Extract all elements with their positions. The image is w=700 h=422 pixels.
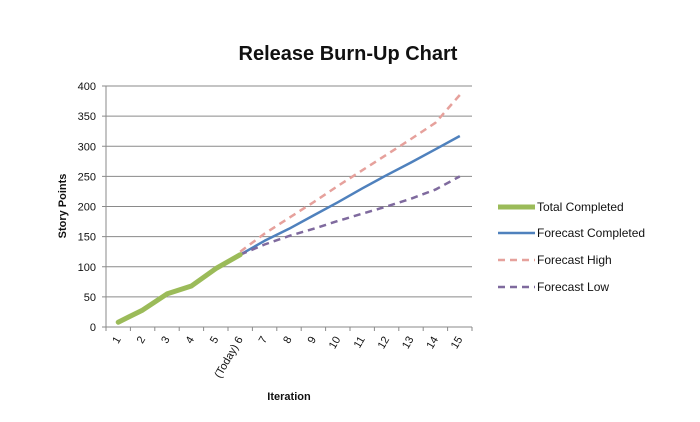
legend-label: Forecast Completed	[537, 226, 645, 240]
x-tick-label: 11	[352, 335, 368, 351]
x-axis-title: Iteration	[267, 391, 311, 403]
x-tick-label: 7	[257, 335, 270, 346]
x-tick-label: 3	[159, 335, 172, 346]
x-tick-label: 15	[449, 335, 466, 352]
y-tick-label: 0	[90, 322, 96, 334]
x-tick-label: 14	[424, 335, 441, 352]
y-tick-label: 150	[78, 232, 96, 244]
legend-label: Forecast Low	[537, 280, 609, 294]
grid-layer	[106, 85, 472, 298]
legend-label: Total Completed	[537, 200, 624, 214]
y-tick-label: 400	[78, 81, 96, 93]
series-layer	[115, 94, 461, 325]
series-line-total-completed	[115, 252, 243, 325]
x-tick-label: 5	[208, 335, 221, 346]
legend: Total Completed Forecast Completed Forecas…	[498, 200, 645, 294]
legend-label: Forecast High	[537, 253, 612, 267]
series-line-forecast-high	[239, 94, 461, 253]
x-tick-label: 1	[110, 335, 123, 346]
x-tick-label: 9	[306, 335, 319, 346]
y-tick-label: 250	[78, 171, 96, 183]
x-tick-label: 12	[376, 335, 393, 352]
chart-title: Release Burn-Up Chart	[239, 43, 458, 65]
y-tick-label: 350	[78, 111, 96, 123]
x-tick-label: 8	[281, 335, 294, 346]
y-tick-label: 50	[84, 292, 96, 304]
x-tick-label: 10	[327, 335, 344, 352]
y-tick-label: 200	[78, 202, 96, 214]
series-line-forecast-completed	[239, 134, 461, 256]
x-tick-label: 13	[400, 335, 417, 352]
x-tick-label: 2	[135, 335, 148, 346]
x-tick-label: 4	[184, 335, 197, 346]
y-tick-label: 100	[78, 262, 96, 274]
y-tick-label: 300	[78, 141, 96, 153]
y-axis-title: Story Points	[57, 174, 69, 239]
series-line-forecast-low	[239, 175, 461, 256]
